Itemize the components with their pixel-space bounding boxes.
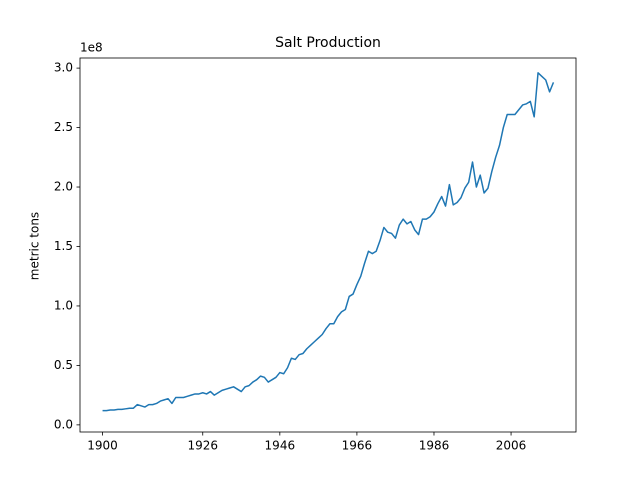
data-line [102, 72, 555, 412]
x-tick-label: 1926 [187, 439, 218, 453]
x-tick-label: 1986 [419, 439, 450, 453]
y-tick-label: 0.5 [54, 358, 73, 372]
axes-frame [79, 57, 577, 433]
y-axis-label: metric tons [28, 212, 42, 280]
x-tick-label: 1900 [87, 439, 118, 453]
x-tick-label: 1966 [342, 439, 373, 453]
y-tick-label: 1.5 [54, 239, 73, 253]
x-tick-label: 2006 [496, 439, 527, 453]
y-offset-label: 1e8 [80, 41, 103, 55]
x-tick-label: 1946 [265, 439, 296, 453]
y-tick-label: 1.0 [54, 298, 73, 312]
y-tick-label: 2.0 [54, 180, 73, 194]
y-tick-label: 2.5 [54, 120, 73, 134]
chart-title: Salt Production [275, 35, 381, 51]
y-tick-label: 0.0 [54, 417, 73, 431]
y-tick-label: 3.0 [54, 61, 73, 75]
